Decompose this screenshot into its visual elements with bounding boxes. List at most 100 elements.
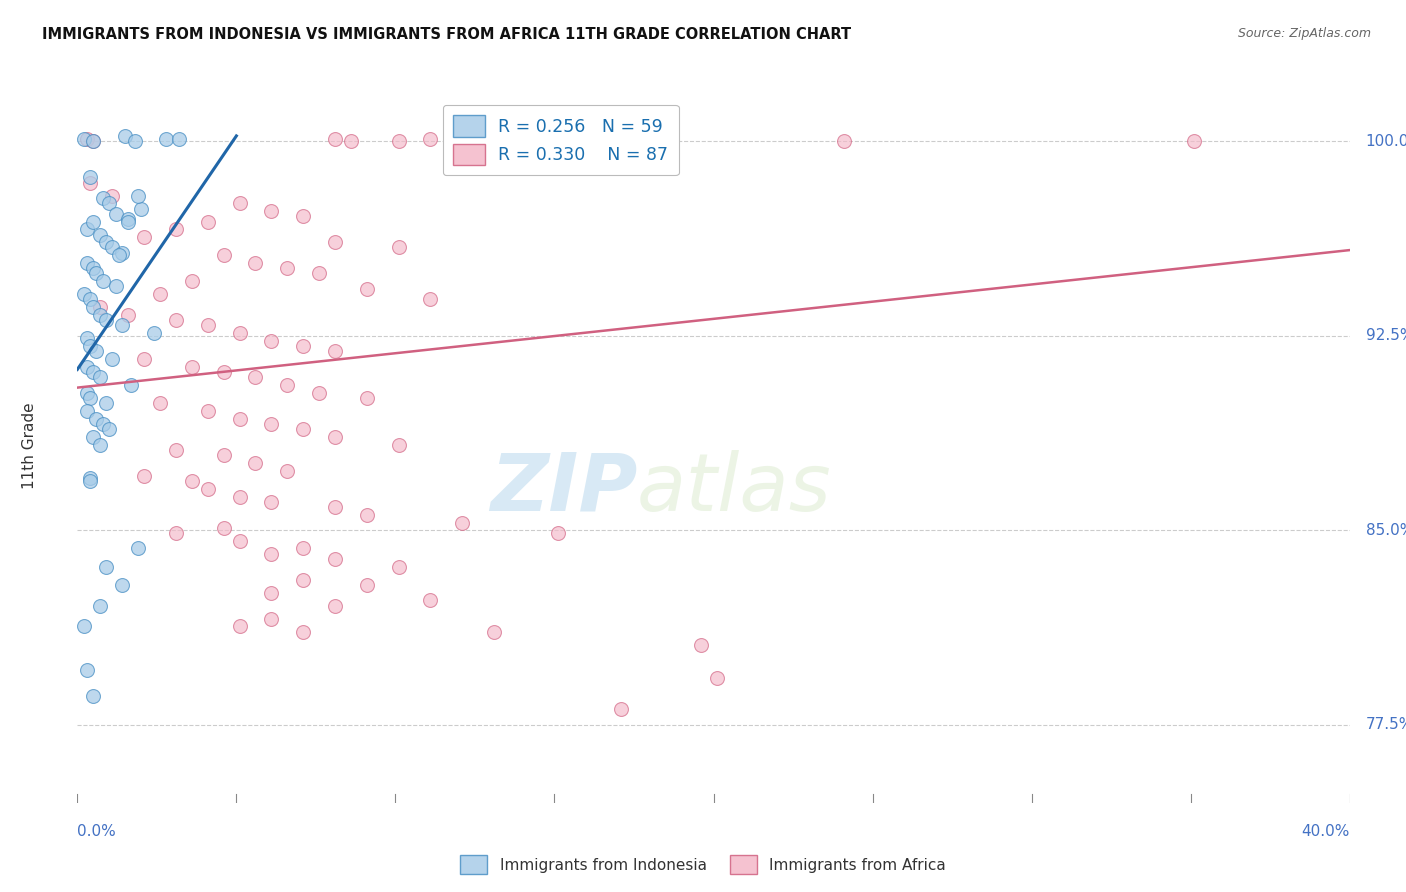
Point	[89, 599, 111, 613]
Point	[323, 344, 346, 359]
Point	[82, 134, 104, 148]
Text: 0.0%: 0.0%	[77, 823, 117, 838]
Point	[260, 417, 283, 431]
Point	[82, 300, 104, 314]
Point	[73, 131, 96, 145]
Point	[76, 385, 98, 400]
Point	[212, 448, 235, 462]
Point	[228, 533, 250, 548]
Point	[120, 378, 142, 392]
Point	[167, 131, 190, 145]
Point	[94, 235, 117, 250]
Point	[104, 279, 127, 293]
Point	[79, 176, 101, 190]
Point	[98, 196, 121, 211]
Point	[292, 210, 315, 224]
Point	[180, 359, 202, 374]
Point	[79, 474, 101, 488]
Point	[451, 134, 474, 148]
Point	[91, 417, 114, 431]
Point	[245, 456, 267, 470]
Text: Source: ZipAtlas.com: Source: ZipAtlas.com	[1237, 27, 1371, 40]
Point	[76, 331, 98, 345]
Point	[323, 552, 346, 566]
Point	[197, 482, 219, 496]
Point	[308, 267, 330, 281]
Point	[91, 191, 114, 205]
Point	[134, 468, 156, 483]
Point	[260, 611, 283, 625]
Point	[86, 344, 108, 359]
Point	[292, 624, 315, 639]
Point	[165, 313, 187, 327]
Point	[79, 339, 101, 353]
Point	[104, 207, 127, 221]
Point	[79, 471, 101, 485]
Point	[82, 214, 104, 228]
Point	[117, 214, 139, 228]
Point	[73, 619, 96, 633]
Point	[260, 204, 283, 219]
Point	[86, 267, 108, 281]
Point	[482, 624, 505, 639]
Point	[94, 559, 117, 574]
Point	[79, 391, 101, 405]
Legend: R = 0.256   N = 59, R = 0.330    N = 87: R = 0.256 N = 59, R = 0.330 N = 87	[443, 105, 679, 175]
Point	[89, 438, 111, 452]
Text: atlas: atlas	[637, 450, 832, 528]
Point	[323, 430, 346, 444]
Point	[134, 352, 156, 367]
Point	[134, 230, 156, 244]
Text: 85.0%: 85.0%	[1365, 523, 1406, 538]
Point	[323, 599, 346, 613]
Point	[82, 261, 104, 276]
Text: 77.5%: 77.5%	[1365, 717, 1406, 732]
Point	[245, 370, 267, 384]
Point	[419, 131, 441, 145]
Point	[165, 442, 187, 457]
Point	[180, 474, 202, 488]
Point	[451, 516, 474, 530]
Text: IMMIGRANTS FROM INDONESIA VS IMMIGRANTS FROM AFRICA 11TH GRADE CORRELATION CHART: IMMIGRANTS FROM INDONESIA VS IMMIGRANTS …	[42, 27, 851, 42]
Point	[111, 318, 134, 333]
Point	[76, 222, 98, 236]
Point	[149, 396, 172, 410]
Point	[228, 196, 250, 211]
Point	[689, 638, 711, 652]
Point	[76, 359, 98, 374]
Point	[276, 261, 298, 276]
Point	[101, 240, 124, 254]
Point	[308, 385, 330, 400]
Point	[706, 671, 728, 685]
Point	[419, 593, 441, 607]
Point	[165, 525, 187, 540]
Text: 100.0%: 100.0%	[1365, 134, 1406, 149]
Point	[73, 287, 96, 301]
Point	[276, 378, 298, 392]
Text: 92.5%: 92.5%	[1365, 328, 1406, 343]
Point	[76, 404, 98, 418]
Point	[149, 287, 172, 301]
Point	[82, 365, 104, 379]
Point	[142, 326, 165, 340]
Point	[292, 422, 315, 436]
Point	[1182, 134, 1205, 148]
Point	[356, 282, 378, 296]
Point	[419, 293, 441, 307]
Point	[260, 585, 283, 599]
Point	[276, 464, 298, 478]
Point	[89, 300, 111, 314]
Point	[86, 411, 108, 425]
Point	[82, 430, 104, 444]
Point	[82, 690, 104, 704]
Point	[94, 396, 117, 410]
Point	[212, 521, 235, 535]
Point	[292, 541, 315, 556]
Point	[228, 411, 250, 425]
Point	[610, 702, 633, 716]
Point	[197, 318, 219, 333]
Point	[107, 248, 129, 262]
Point	[388, 438, 411, 452]
Point	[76, 664, 98, 678]
Point	[117, 211, 139, 226]
